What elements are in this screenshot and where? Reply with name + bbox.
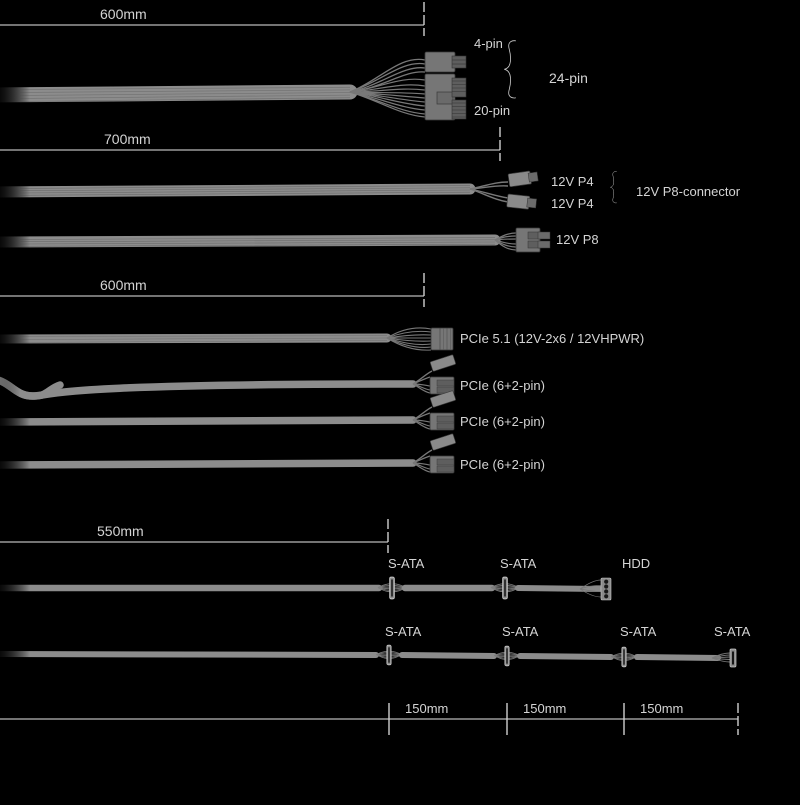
svg-text:24-pin: 24-pin bbox=[549, 70, 588, 86]
svg-text:20-pin: 20-pin bbox=[474, 103, 510, 118]
svg-text:S-ATA: S-ATA bbox=[388, 556, 425, 571]
svg-text:700mm: 700mm bbox=[104, 131, 151, 147]
svg-text:S-ATA: S-ATA bbox=[620, 624, 657, 639]
svg-text:PCIe 5.1 (12V-2x6 / 12VHPWR): PCIe 5.1 (12V-2x6 / 12VHPWR) bbox=[460, 331, 644, 346]
svg-text:S-ATA: S-ATA bbox=[502, 624, 539, 639]
svg-text:PCIe (6+2-pin): PCIe (6+2-pin) bbox=[460, 378, 545, 393]
svg-text:12V P4: 12V P4 bbox=[551, 196, 594, 211]
svg-text:150mm: 150mm bbox=[640, 701, 683, 716]
svg-text:S-ATA: S-ATA bbox=[500, 556, 537, 571]
svg-text:12V P4: 12V P4 bbox=[551, 174, 594, 189]
svg-text:12V P8-connector: 12V P8-connector bbox=[636, 184, 741, 199]
svg-text:S-ATA: S-ATA bbox=[714, 624, 751, 639]
svg-text:4-pin: 4-pin bbox=[474, 36, 503, 51]
svg-text:150mm: 150mm bbox=[523, 701, 566, 716]
svg-text:12V P8: 12V P8 bbox=[556, 232, 599, 247]
svg-text:550mm: 550mm bbox=[97, 523, 144, 539]
svg-text:S-ATA: S-ATA bbox=[385, 624, 422, 639]
svg-text:600mm: 600mm bbox=[100, 6, 147, 22]
svg-text:150mm: 150mm bbox=[405, 701, 448, 716]
svg-text:HDD: HDD bbox=[622, 556, 650, 571]
svg-text:PCIe (6+2-pin): PCIe (6+2-pin) bbox=[460, 457, 545, 472]
svg-text:600mm: 600mm bbox=[100, 277, 147, 293]
svg-text:PCIe (6+2-pin): PCIe (6+2-pin) bbox=[460, 414, 545, 429]
